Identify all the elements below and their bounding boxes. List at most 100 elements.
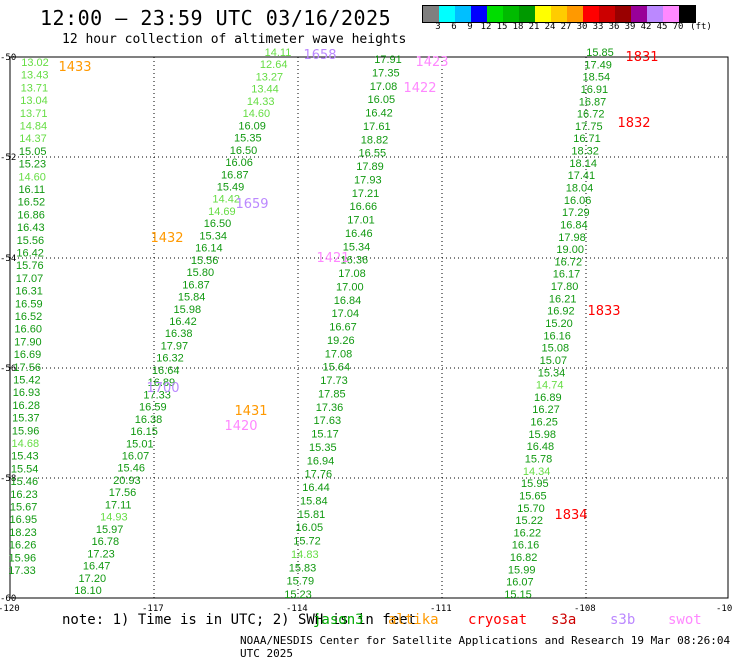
swh-value: 16.17 (553, 269, 581, 281)
swh-value: 17.29 (562, 207, 590, 219)
swh-value: 16.48 (527, 441, 555, 453)
swh-value: 16.42 (16, 248, 44, 260)
swh-value: 15.46 (117, 463, 145, 475)
swh-value: 17.91 (374, 54, 402, 66)
swh-value: 16.25 (530, 417, 558, 429)
lon-label: -111 (430, 604, 452, 614)
swh-value: 14.33 (247, 96, 275, 108)
swh-value: 14.83 (291, 549, 319, 561)
swh-value: 17.80 (551, 281, 579, 293)
swh-value: 16.21 (549, 293, 577, 305)
swh-value: 16.95 (10, 514, 38, 526)
lat-label: -54 (0, 254, 16, 264)
swh-value: 15.96 (12, 425, 40, 437)
swh-value: 16.67 (329, 322, 357, 334)
swh-value: 16.42 (169, 316, 197, 328)
swh-value: 17.89 (356, 161, 384, 173)
swh-value: 16.27 (532, 404, 560, 416)
pass-label: 1422 (403, 81, 436, 96)
swh-value: 15.42 (13, 375, 41, 387)
pass-label: 1659 (235, 197, 268, 212)
swh-value: 16.66 (350, 201, 378, 213)
legend-label: 18 (512, 22, 524, 32)
swh-value: 16.23 (10, 489, 38, 501)
satellite-legend-item: altika (388, 612, 439, 628)
legend-label: 30 (576, 22, 588, 32)
legend-label: 24 (544, 22, 556, 32)
legend-swatch (551, 6, 567, 22)
pass-label: 1421 (316, 251, 349, 266)
swh-value: 14.60 (243, 108, 271, 120)
swh-value: 15.35 (234, 133, 262, 145)
swh-value: 15.35 (309, 442, 337, 454)
swh-value: 14.69 (208, 206, 236, 218)
pass-label: 1831 (625, 50, 658, 65)
swh-value: 15.67 (10, 502, 38, 514)
pass-label: 1423 (415, 55, 448, 70)
swh-value: 15.07 (540, 355, 568, 367)
swh-value: 13.27 (256, 72, 284, 84)
satellite-legend-item: swot (668, 612, 702, 628)
legend-swatch (487, 6, 503, 22)
swh-value: 16.31 (15, 286, 43, 298)
pass-label: 1420 (224, 419, 257, 434)
swh-value: 16.64 (152, 365, 180, 377)
swh-value: 15.65 (519, 491, 547, 503)
swh-value: 15.64 (323, 362, 351, 374)
swh-value: 15.23 (284, 589, 312, 601)
page-title: 12:00 – 23:59 UTC 03/16/2025 (40, 6, 392, 30)
swh-value: 14.84 (20, 121, 48, 133)
legend-swatch (471, 6, 487, 22)
legend-label: 70 (672, 22, 684, 32)
legend-label: 12 (480, 22, 492, 32)
swh-value: 12.64 (260, 59, 288, 71)
swh-value: 15.34 (538, 367, 566, 379)
satellite-legend-item: cryosat (468, 612, 528, 628)
swh-value: 15.05 (19, 146, 47, 158)
swh-value: 15.22 (515, 515, 543, 527)
swh-value: 15.54 (11, 463, 39, 475)
swh-value: 17.23 (87, 548, 115, 560)
swh-value: 16.71 (573, 133, 601, 145)
satellite-legend-item: s3b (610, 612, 636, 628)
swh-value: 16.06 (564, 195, 592, 207)
swh-value: 16.84 (560, 220, 588, 232)
swh-value: 18.32 (571, 146, 599, 158)
legend-swatch (647, 6, 663, 22)
swh-value: 18.04 (566, 183, 594, 195)
swh-value: 15.43 (11, 451, 39, 463)
legend-label: 3 (435, 22, 441, 32)
legend-swatch (535, 6, 551, 22)
swh-value: 15.95 (521, 478, 549, 490)
satellite-legend-item: jason3 (313, 612, 364, 628)
swh-value: 16.16 (543, 330, 571, 342)
swh-value: 15.83 (289, 562, 317, 574)
legend-swatch (631, 6, 647, 22)
legend-label: 9 (467, 22, 473, 32)
swh-value: 16.87 (579, 96, 607, 108)
swh-value: 15.01 (126, 438, 154, 450)
swh-value: 15.37 (12, 413, 40, 425)
swh-value: 15.46 (11, 476, 39, 488)
legend-label: 6 (451, 22, 457, 32)
swh-value: 14.34 (523, 466, 551, 478)
pass-label: 1658 (303, 48, 336, 63)
swh-value: 15.96 (9, 552, 37, 564)
satellite-legend-item: s3a (551, 612, 577, 628)
legend-label: 36 (608, 22, 620, 32)
swh-value: 16.09 (238, 120, 266, 132)
legend-swatch (615, 6, 631, 22)
swh-value: 17.08 (370, 81, 398, 93)
swh-value: 14.37 (19, 133, 47, 145)
swh-value: 17.90 (14, 336, 42, 348)
swh-value: 16.89 (534, 392, 562, 404)
swh-value: 16.72 (577, 109, 605, 121)
swh-value: 17.75 (575, 121, 603, 133)
swh-value: 13.71 (21, 82, 49, 94)
swh-value: 13.71 (20, 108, 48, 120)
swh-value: 15.56 (191, 255, 219, 267)
swh-value: 17.20 (79, 573, 107, 585)
swh-value: 14.93 (100, 512, 128, 524)
swh-value: 15.34 (343, 241, 371, 253)
legend-swatch (423, 6, 439, 22)
